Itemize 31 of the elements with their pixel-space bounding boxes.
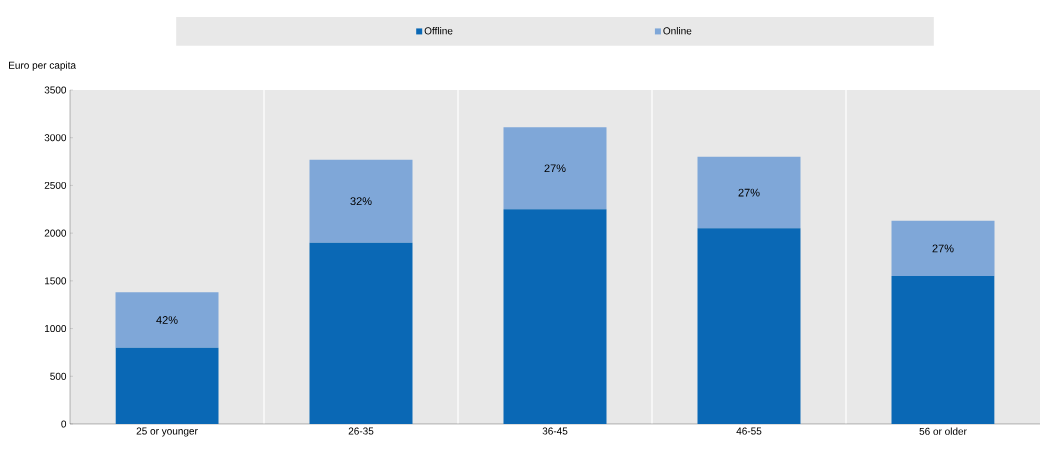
- x-tick-label: 26-35: [348, 427, 374, 435]
- bar: [503, 127, 607, 210]
- bar: [503, 209, 607, 424]
- x-tick-label: 36-45: [542, 427, 568, 435]
- y-tick-label: 3500: [44, 86, 67, 94]
- annotation: 27%: [738, 188, 760, 197]
- bar: [115, 347, 219, 424]
- y-tick-label: 2500: [44, 181, 67, 189]
- y-tick-label: 1500: [45, 277, 67, 285]
- annotation: 32%: [350, 197, 372, 206]
- legend-label: Online: [663, 27, 692, 35]
- x-tick-label: 25 or younger: [136, 427, 198, 437]
- y-tick-label: 3000: [44, 134, 67, 142]
- annotation: 27%: [932, 244, 954, 253]
- y-tick-label: 500: [50, 372, 67, 380]
- bar: [891, 220, 995, 277]
- bar: [697, 156, 801, 229]
- y-tick-label: 1000: [45, 325, 67, 333]
- bar: [115, 292, 219, 348]
- bar: [309, 242, 413, 424]
- legend-label: Offline: [424, 27, 453, 35]
- x-tick-label: 46-55: [736, 427, 762, 435]
- y-tick-label: 0: [61, 420, 67, 428]
- bar: [309, 159, 413, 243]
- y-tick-label: 2000: [44, 229, 67, 237]
- annotation: 42%: [156, 316, 178, 324]
- bar: [891, 276, 995, 424]
- y-axis-title: Euro per capita: [9, 61, 77, 71]
- annotation: 27%: [544, 164, 566, 173]
- x-tick-label: 56 or older: [919, 427, 967, 435]
- bar: [697, 228, 801, 424]
